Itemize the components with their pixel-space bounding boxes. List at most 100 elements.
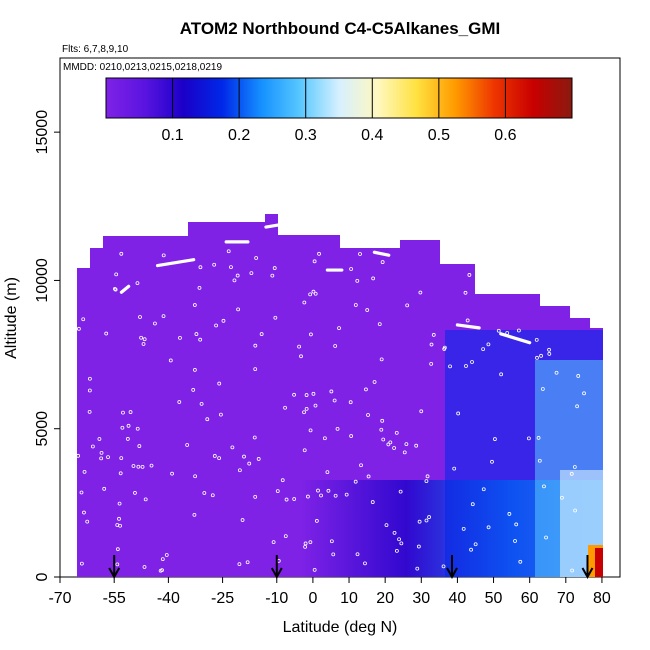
- flight-track-point: [572, 465, 577, 469]
- flight-track-point: [319, 493, 323, 498]
- flight-track-point: [308, 292, 313, 297]
- x-tick-label-3: -25: [211, 590, 234, 607]
- chart-title: ATOM2 Northbound C4-C5Alkanes_GMI: [180, 19, 501, 38]
- flight-track-point: [232, 278, 237, 283]
- flight-track-point: [197, 285, 202, 290]
- flight-track-point: [370, 500, 375, 504]
- y-axis: 0 5000 10000 15000: [34, 110, 60, 581]
- flight-track-point: [138, 315, 142, 319]
- flight-track-point: [119, 456, 124, 461]
- flight-track-point: [271, 540, 276, 544]
- flight-track-point: [292, 497, 297, 501]
- flight-track-point: [493, 437, 497, 441]
- flight-track-point: [177, 400, 182, 404]
- flight-track-point: [547, 352, 552, 356]
- flight-track-point: [153, 321, 157, 326]
- flight-track-point: [398, 489, 403, 494]
- flight-track-point: [194, 332, 199, 336]
- flight-track-point: [139, 335, 144, 340]
- flight-track-point: [481, 347, 486, 351]
- flight-track-point: [465, 318, 470, 323]
- flight-track-point: [104, 331, 109, 336]
- flight-track-point: [198, 265, 203, 270]
- flight-track-point: [355, 278, 360, 283]
- flight-track-point: [242, 454, 246, 459]
- flight-track-point: [160, 568, 164, 573]
- flight-track-point: [554, 370, 559, 375]
- x-tick-label-6: 10: [340, 590, 358, 607]
- flight-track-point: [312, 567, 317, 572]
- flight-track-point: [79, 561, 84, 566]
- flight-track-point: [416, 544, 421, 549]
- flight-track-point: [284, 497, 289, 502]
- flight-track-point: [97, 437, 102, 441]
- flight-track-point: [570, 568, 575, 573]
- x-axis-title: Latitude (deg N): [283, 619, 398, 636]
- flight-track-point: [425, 474, 430, 479]
- flight-track-point: [442, 347, 447, 351]
- flight-track-point: [302, 300, 307, 305]
- flight-track-point: [363, 561, 367, 566]
- flight-track-point: [140, 464, 145, 469]
- flight-track-point: [88, 376, 92, 381]
- flight-track-point: [540, 387, 545, 391]
- flight-track-point: [72, 413, 77, 417]
- flight-track-point: [329, 389, 334, 394]
- flight-track-point: [467, 273, 472, 277]
- flight-track-point: [366, 413, 370, 417]
- flight-track-point: [217, 456, 222, 461]
- flight-track-point: [303, 541, 308, 546]
- flight-track-point: [308, 540, 313, 545]
- flight-track-point: [117, 501, 122, 506]
- flight-track-point: [87, 409, 92, 414]
- flight-track-point: [253, 343, 258, 348]
- flight-track-point: [259, 332, 264, 336]
- colorbar: 0.1 0.2 0.3 0.4 0.5 0.6: [105, 77, 573, 144]
- flight-track-point: [514, 522, 519, 527]
- flight-track-point: [377, 322, 382, 327]
- flight-track-point: [366, 474, 371, 479]
- flight-track-point: [429, 342, 434, 347]
- flight-track-point: [253, 494, 258, 499]
- flight-track-point: [313, 291, 318, 296]
- flight-track-point: [388, 440, 393, 445]
- flight-track-point: [312, 259, 317, 264]
- flight-track-point: [397, 537, 401, 542]
- flight-track-point: [299, 354, 303, 359]
- flight-track-point: [219, 412, 223, 417]
- flight-track-point: [348, 400, 353, 405]
- flight-track-point: [322, 436, 327, 441]
- flight-track-point: [311, 391, 316, 396]
- flight-track-point: [297, 344, 301, 349]
- flight-track-point: [329, 539, 334, 544]
- flight-track-point: [418, 290, 423, 295]
- flight-track-point: [212, 262, 217, 267]
- flight-track-point: [99, 456, 104, 461]
- flight-track-point: [542, 484, 546, 489]
- flight-track-point: [463, 290, 468, 295]
- flight-track-point: [205, 417, 210, 422]
- flight-track-point: [309, 332, 313, 337]
- flight-track-point: [76, 453, 81, 458]
- flight-track-point: [386, 442, 391, 447]
- flight-track-point: [275, 489, 280, 494]
- flight-track-point: [513, 539, 517, 543]
- flight-track-point: [337, 326, 341, 331]
- flight-track-point: [469, 547, 473, 552]
- flight-track-point: [317, 251, 321, 256]
- flight-track-point: [547, 347, 551, 352]
- flight-track-point: [392, 531, 397, 535]
- flight-track-point: [394, 430, 399, 435]
- flight-track-point: [335, 426, 340, 431]
- flight-track-point: [470, 502, 475, 507]
- x-tick-label-11: 60: [521, 590, 539, 607]
- flight-track-point: [325, 470, 330, 475]
- flight-track-point: [518, 559, 523, 564]
- flight-track-point: [308, 428, 313, 433]
- flight-track-point: [536, 436, 541, 440]
- flight-track-point: [210, 493, 215, 498]
- flight-track-point: [240, 518, 245, 522]
- flight-track-point: [280, 478, 285, 483]
- flight-track-point: [221, 318, 226, 323]
- flight-track-point: [283, 405, 287, 410]
